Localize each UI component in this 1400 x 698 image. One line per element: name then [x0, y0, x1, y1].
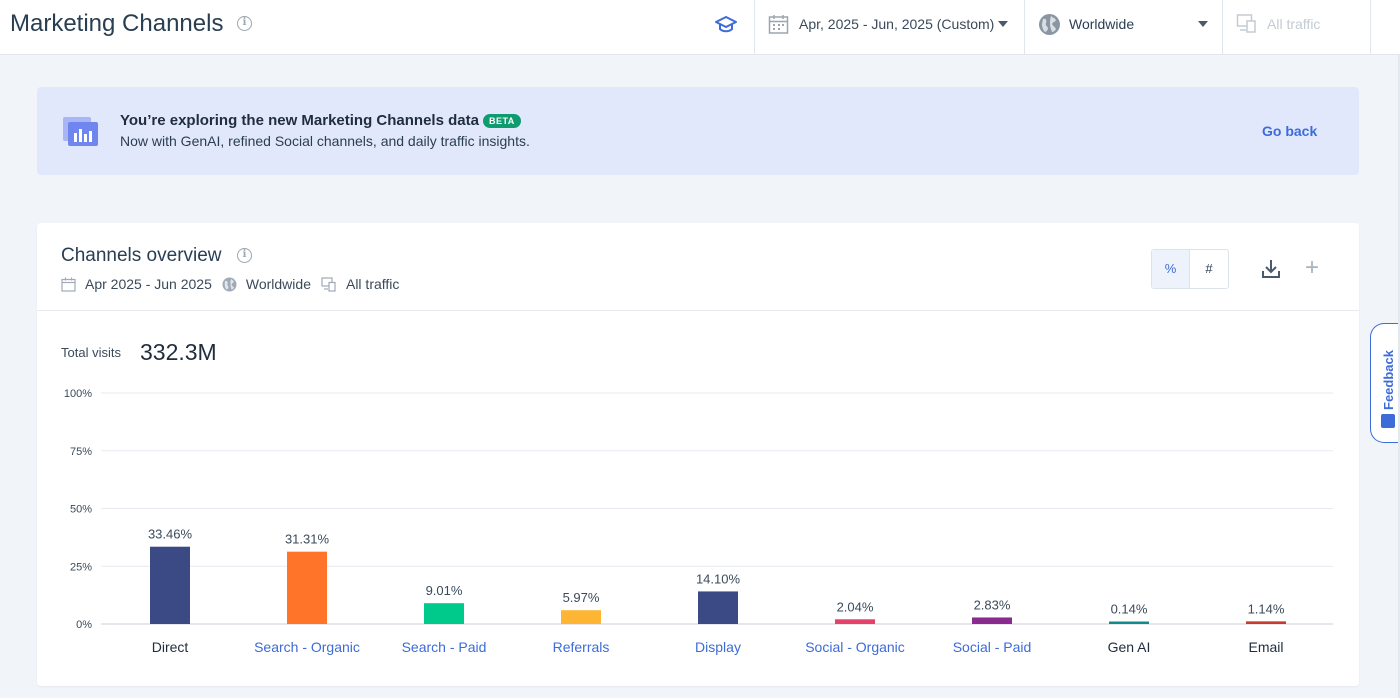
banner-title: You’re exploring the new Marketing Chann… [120, 112, 521, 129]
bar [287, 551, 327, 624]
header-divider [1370, 0, 1371, 55]
go-back-link[interactable]: Go back [1262, 123, 1318, 139]
beta-banner: You’re exploring the new Marketing Chann… [37, 87, 1359, 175]
country-picker[interactable]: Worldwide [1038, 12, 1210, 36]
header-divider [1222, 0, 1223, 55]
bar [698, 591, 738, 624]
card-filters: Apr 2025 - Jun 2025 Worldwide All traffi… [61, 276, 409, 292]
toggle-percent-button[interactable]: % [1152, 250, 1191, 288]
plus-icon[interactable]: + [1305, 254, 1320, 281]
x-category-label[interactable]: Display [695, 639, 741, 655]
country-label: Worldwide [1069, 16, 1135, 32]
info-icon[interactable]: i [237, 16, 252, 31]
bar [1246, 621, 1286, 624]
top-bar: Marketing Channels i Apr, 2025 - Jun, 20… [0, 0, 1400, 55]
download-icon[interactable] [1261, 259, 1281, 279]
globe-icon [1039, 13, 1060, 35]
header-divider [754, 0, 755, 55]
card-country: Worldwide [245, 276, 311, 292]
x-category-label[interactable]: Referrals [553, 639, 610, 655]
card-date: Apr 2025 - Jun 2025 [85, 276, 212, 292]
bar [150, 546, 190, 624]
bar-value-label: 5.97% [563, 590, 600, 605]
toggle-number-button[interactable]: # [1205, 261, 1213, 276]
date-range-picker[interactable]: Apr, 2025 - Jun, 2025 (Custom) [768, 13, 1009, 35]
graduation-cap-icon[interactable] [714, 13, 738, 35]
chevron-down-icon [998, 21, 1009, 27]
calendar-icon [61, 277, 76, 292]
y-tick-label: 50% [70, 504, 92, 516]
chart-svg: 100% 75% 50% 25% 0% 33.46% Direct 31.31% Search … [64, 388, 1333, 655]
bar [1109, 621, 1149, 624]
bar-value-label: 2.83% [974, 597, 1011, 612]
chevron-down-icon [1198, 21, 1208, 27]
bar [424, 603, 464, 624]
card-title: Channels overview [61, 245, 222, 266]
traffic-label: All traffic [1267, 15, 1321, 32]
info-icon[interactable]: i [237, 248, 252, 263]
x-category-label[interactable]: Social - Paid [953, 639, 1032, 655]
bar-value-label: 0.14% [1111, 602, 1148, 617]
bar-value-label: 14.10% [696, 571, 741, 586]
header-divider [1024, 0, 1025, 55]
total-visits-value: 332.3M [140, 339, 217, 365]
total-visits-label: Total visits [61, 345, 121, 360]
beta-badge: BETA [482, 113, 521, 128]
banner-subtitle: Now with GenAI, refined Social channels,… [120, 133, 530, 149]
traffic-picker[interactable]: All traffic [1236, 13, 1320, 34]
devices-icon [321, 276, 336, 292]
bar [972, 617, 1012, 624]
card-divider [37, 310, 1359, 311]
bar [835, 619, 875, 624]
y-tick-label: 25% [70, 561, 92, 573]
page-title: Marketing Channels [10, 10, 224, 37]
bar-value-label: 2.04% [837, 599, 874, 614]
x-category-label: Direct [152, 639, 189, 655]
devices-icon [1236, 14, 1256, 33]
banner-title-text: You’re exploring the new Marketing Chann… [120, 112, 479, 129]
globe-icon [222, 277, 237, 291]
x-category-label: Gen AI [1108, 639, 1151, 655]
bar-value-label: 33.46% [148, 527, 193, 542]
bar-value-label: 31.31% [285, 532, 330, 547]
feedback-label: Feedback [1381, 350, 1396, 410]
x-category-label: Email [1248, 639, 1283, 655]
bar [561, 610, 601, 624]
y-tick-label: 100% [64, 388, 92, 400]
x-category-label[interactable]: Search - Paid [402, 639, 487, 655]
scrollbar[interactable] [1398, 55, 1400, 698]
chart-board-icon [63, 117, 98, 146]
y-tick-label: 0% [76, 619, 92, 631]
feedback-icon [1381, 414, 1395, 428]
bar-value-label: 1.14% [1248, 601, 1285, 616]
card-traffic: All traffic [345, 276, 400, 292]
date-range-label: Apr, 2025 - Jun, 2025 (Custom) [799, 16, 995, 32]
calendar-icon [768, 14, 789, 34]
feedback-tab[interactable]: Feedback [1370, 323, 1400, 443]
unit-toggle: % # [1151, 249, 1229, 289]
bar-value-label: 9.01% [426, 583, 463, 598]
x-category-label[interactable]: Search - Organic [254, 639, 360, 655]
x-category-label[interactable]: Social - Organic [805, 639, 905, 655]
y-tick-label: 75% [70, 446, 92, 458]
